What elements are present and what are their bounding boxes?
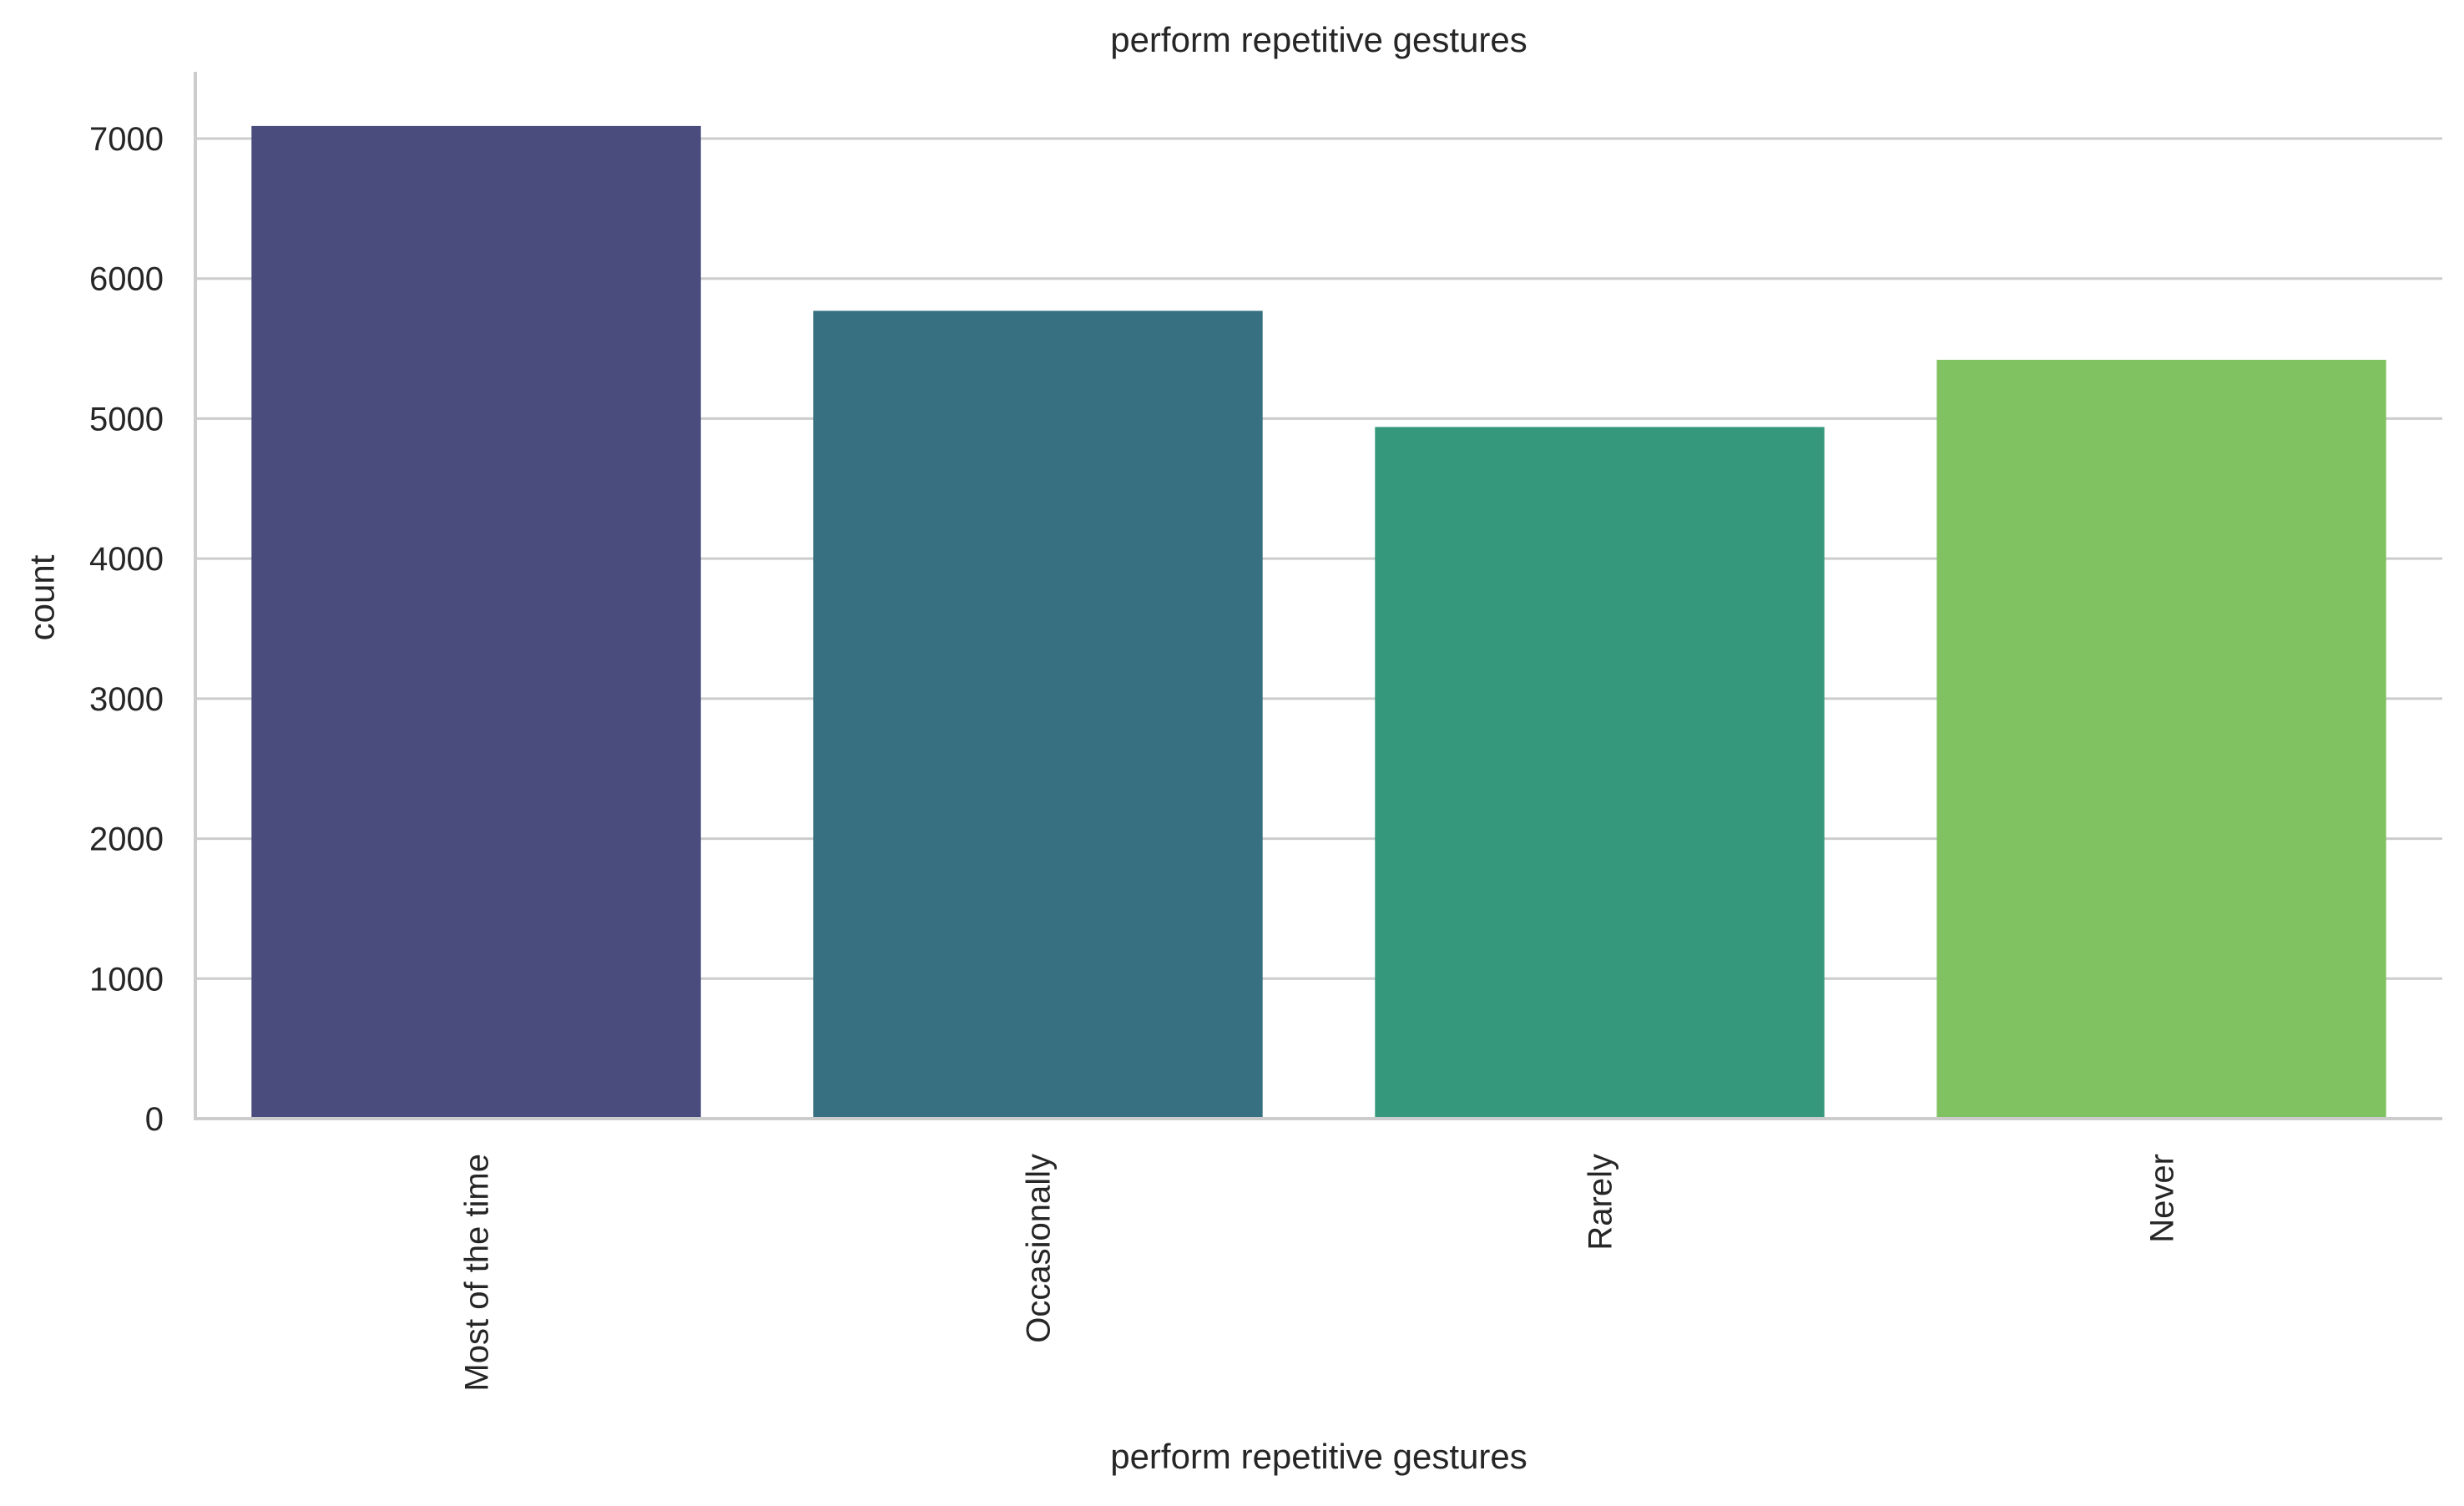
y-tick-label: 2000 [89,821,164,858]
bar [813,311,1263,1119]
bar [1936,359,2386,1119]
x-tick-label: Rarely [1583,1154,1619,1251]
y-tick-label: 3000 [89,681,164,718]
y-tick-label: 5000 [89,401,164,437]
axes [194,72,2442,1120]
y-tick-label: 6000 [89,261,164,298]
chart-title: perform repetitive gestures [1110,20,1527,59]
x-tick-label: Occasionally [1021,1154,1058,1343]
x-tick-labels: Most of the time Occasionally Rarely Never [459,1154,2181,1392]
x-axis-label: perform repetitive gestures [1110,1437,1527,1476]
bars [251,125,2386,1119]
y-axis-label: count [23,554,62,640]
x-tick-label: Most of the time [459,1154,496,1392]
bar [1375,427,1825,1119]
x-tick-label: Never [2144,1154,2181,1243]
y-tick-label: 7000 [89,121,164,158]
y-tick-label: 0 [145,1101,164,1138]
y-tick-labels: 0 1000 2000 3000 4000 5000 6000 7000 [89,121,164,1138]
bar [251,125,701,1119]
y-tick-label: 4000 [89,541,164,578]
y-tick-label: 1000 [89,961,164,998]
